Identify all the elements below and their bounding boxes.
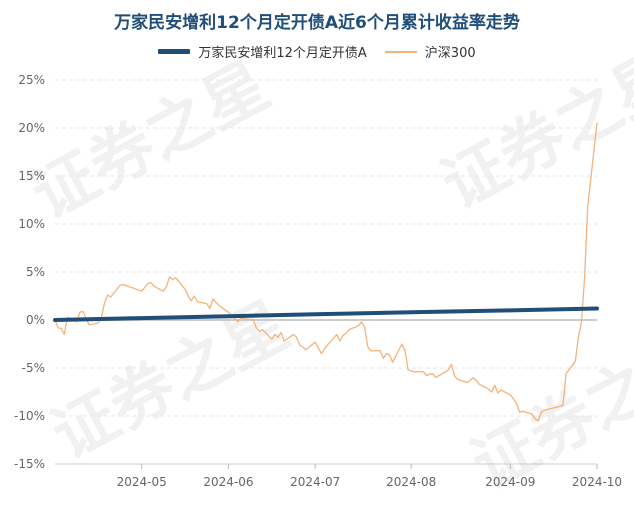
x-tick-label: 2024-06 [203, 475, 253, 489]
y-tick-label: -5% [22, 361, 45, 375]
y-tick-label: 10% [18, 217, 45, 231]
chart-title: 万家民安增利12个月定开债A近6个月累计收益率走势 [114, 13, 520, 33]
y-tick-label: 15% [18, 169, 45, 183]
y-tick-label: 5% [26, 265, 45, 279]
x-tick-label: 2024-07 [290, 475, 340, 489]
series-line-index [54, 122, 598, 422]
series-line-fund [53, 306, 599, 322]
legend: 万家民安增利12个月定开债A 沪深300 [0, 42, 634, 61]
legend-item-index[interactable]: 沪深300 [384, 42, 476, 61]
x-tick-label: 2024-10 [572, 475, 622, 489]
x-tick-label: 2024-08 [386, 475, 436, 489]
legend-label-index: 沪深300 [424, 46, 476, 61]
y-tick-label: 0% [26, 313, 45, 327]
y-tick-label: 20% [18, 121, 45, 135]
y-tick-label: -10% [14, 409, 45, 423]
legend-swatch-fund [158, 49, 191, 54]
x-tick-label: 2024-05 [117, 475, 167, 489]
legend-item-fund[interactable]: 万家民安增利12个月定开债A [158, 42, 367, 61]
y-tick-label: -15% [14, 457, 45, 471]
legend-swatch-index [384, 50, 417, 53]
legend-label-fund: 万家民安增利12个月定开债A [198, 46, 367, 61]
y-tick-label: 25% [18, 73, 45, 87]
x-tick-label: 2024-09 [485, 475, 535, 489]
